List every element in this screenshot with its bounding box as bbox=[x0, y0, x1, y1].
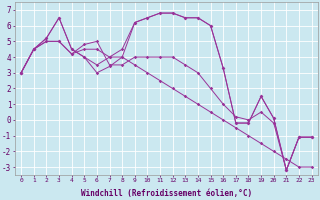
X-axis label: Windchill (Refroidissement éolien,°C): Windchill (Refroidissement éolien,°C) bbox=[81, 189, 252, 198]
